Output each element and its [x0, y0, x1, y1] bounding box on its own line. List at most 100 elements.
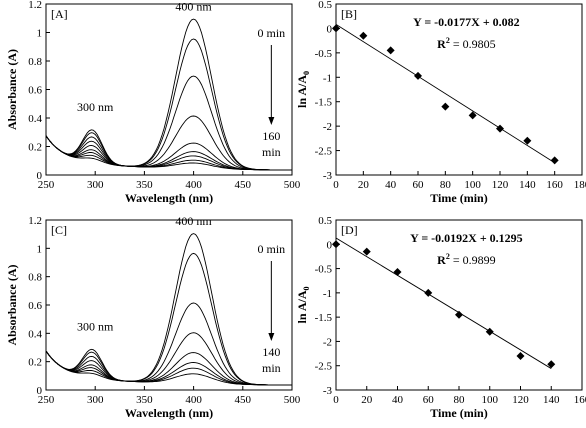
y-tick-label: 0.4 — [28, 113, 42, 125]
y-tick-label: 1.2 — [28, 0, 42, 11]
x-tick-label: 350 — [136, 179, 153, 191]
y-tick-label: 0 — [327, 239, 333, 251]
y-tick-label: 1 — [37, 28, 43, 40]
x-tick-label: 60 — [423, 394, 435, 406]
y-tick-label: 0.6 — [28, 300, 42, 312]
y-tick-label: 0.6 — [28, 85, 42, 97]
data-point — [359, 31, 368, 40]
y-tick-label: 1.2 — [28, 215, 42, 227]
data-point — [496, 124, 504, 133]
peak-300-label: 300 nm — [77, 100, 114, 114]
y-tick-label: 0 — [37, 385, 43, 397]
end-time-value: 160 — [262, 129, 280, 143]
fit-equation: Y = -0.0177X + 0.082 — [413, 15, 520, 29]
y-tick-label: 0.5 — [318, 215, 332, 227]
x-tick-label: 500 — [284, 394, 301, 406]
y-tick-label: 0 — [327, 23, 333, 35]
panel-2: 250 300 350 400 450 500 0 0.2 0.4 0.6 0.8 1 1.2 [C] Wa… — [5, 214, 301, 420]
panel-label: [A] — [51, 7, 68, 21]
peak-400-label: 400 nm — [175, 214, 212, 228]
y-axis-label: ln A/A0 — [295, 286, 311, 323]
spectrum-curve — [46, 350, 292, 386]
data-point — [441, 102, 450, 111]
r-squared: R2 = 0.9899 — [437, 252, 495, 267]
fit-equation: Y = -0.0192X + 0.1295 — [410, 231, 523, 245]
x-tick-label: 0 — [333, 394, 339, 406]
r-squared: R2 = 0.9805 — [437, 36, 495, 51]
data-point — [332, 24, 340, 33]
x-tick-label: 400 — [185, 179, 202, 191]
y-tick-label: -1.5 — [315, 97, 333, 109]
data-point — [386, 46, 395, 55]
y-tick-label: -3 — [323, 385, 333, 397]
y-axis-label: Absorbance (A) — [5, 265, 19, 346]
time-arrow-head — [268, 333, 275, 341]
panel-0: 250 300 350 400 450 500 0 0.2 0.4 0.6 0.8 1 1.2 [A] Wa… — [5, 0, 301, 205]
panel-1: 0 20 40 60 80 100 120 140 160 180 0.5 0 -0.5 -1 -1.5 -2… — [295, 0, 586, 205]
end-time-value: 140 — [262, 345, 280, 359]
x-tick-label: 400 — [185, 394, 202, 406]
panel-3: 0 20 40 60 80 100 120 140 160 0.5 0 -0.5 -1 -1.5 -2 -2.… — [295, 215, 586, 420]
fit-line — [335, 24, 555, 164]
x-tick-label: 40 — [385, 179, 397, 191]
x-tick-label: 450 — [235, 179, 252, 191]
data-point — [414, 71, 422, 80]
y-tick-label: -2.5 — [315, 361, 333, 373]
x-tick-label: 250 — [38, 179, 55, 191]
spectrum-curve — [46, 115, 292, 171]
panel-label: [C] — [51, 223, 67, 237]
start-time-label: 0 min — [258, 26, 286, 40]
data-point — [516, 352, 525, 360]
panel-label: [D] — [341, 223, 358, 237]
x-tick-label: 450 — [235, 394, 252, 406]
x-tick-label: 80 — [440, 179, 452, 191]
x-tick-label: 100 — [482, 394, 499, 406]
data-point — [468, 111, 477, 120]
y-tick-label: 0.2 — [28, 142, 42, 154]
start-time-label: 0 min — [258, 242, 286, 256]
x-tick-label: 80 — [454, 394, 466, 406]
peak-400-label: 400 nm — [175, 0, 212, 13]
x-axis-label: Time (min) — [430, 191, 487, 205]
data-point — [550, 156, 559, 165]
x-tick-label: 300 — [87, 394, 104, 406]
x-tick-label: 20 — [361, 394, 373, 406]
y-axis-label: ln A/A0 — [295, 71, 311, 108]
data-point — [424, 288, 433, 297]
panel-label: [B] — [341, 7, 357, 21]
x-tick-label: 120 — [512, 394, 529, 406]
time-arrow-head — [268, 117, 275, 125]
data-point — [523, 136, 532, 145]
end-time-unit: min — [262, 361, 281, 375]
x-tick-label: 140 — [519, 179, 536, 191]
y-tick-label: 1 — [37, 243, 43, 255]
y-tick-label: -0.5 — [315, 264, 333, 276]
data-point — [362, 247, 371, 256]
data-point — [393, 267, 402, 276]
y-tick-label: -1.5 — [315, 312, 333, 324]
data-point — [547, 360, 556, 369]
data-point — [455, 310, 463, 319]
y-tick-label: 0.8 — [28, 56, 42, 68]
x-axis-label: Wavelength (nm) — [125, 191, 213, 205]
plot-frame — [335, 3, 583, 176]
y-tick-label: 0.8 — [28, 272, 42, 284]
y-tick-label: 0.5 — [318, 0, 332, 11]
y-tick-label: -1 — [323, 288, 332, 300]
x-tick-label: 500 — [284, 179, 301, 191]
y-tick-label: 0.2 — [28, 357, 42, 369]
y-tick-label: -3 — [323, 170, 333, 182]
y-axis-label: Absorbance (A) — [5, 49, 19, 130]
y-tick-label: -2 — [323, 121, 332, 133]
y-tick-label: 0.4 — [28, 328, 42, 340]
x-tick-label: 60 — [413, 179, 425, 191]
end-time-unit: min — [262, 145, 281, 159]
spectrum-curve — [46, 350, 292, 386]
peak-300-label: 300 nm — [77, 320, 114, 334]
x-tick-label: 20 — [358, 179, 370, 191]
data-point — [485, 327, 494, 336]
x-axis-label: Wavelength (nm) — [125, 406, 213, 420]
x-tick-label: 100 — [464, 179, 481, 191]
x-tick-label: 250 — [38, 394, 55, 406]
